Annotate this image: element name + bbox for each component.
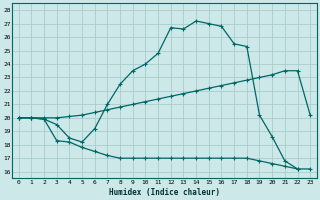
X-axis label: Humidex (Indice chaleur): Humidex (Indice chaleur) bbox=[109, 188, 220, 197]
